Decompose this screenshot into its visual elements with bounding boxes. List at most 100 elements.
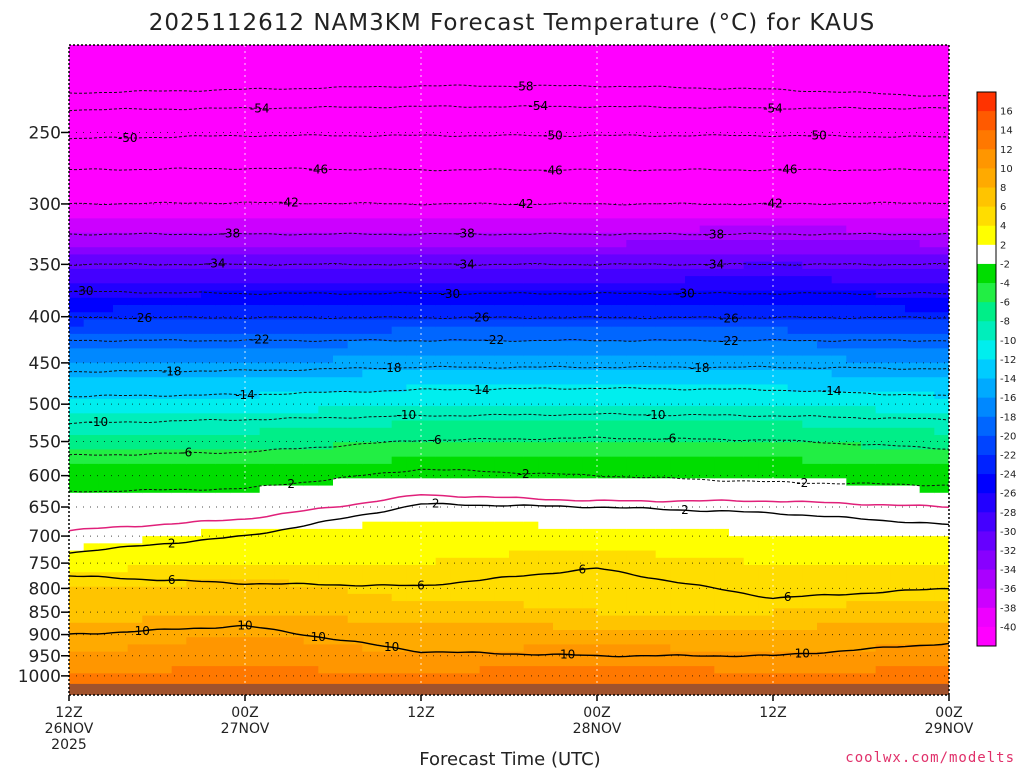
temperature-cell (245, 565, 261, 581)
temperature-cell (831, 319, 847, 335)
colorbar-swatch (977, 378, 996, 399)
temperature-cell (245, 348, 261, 364)
temperature-cell (802, 333, 818, 342)
temperature-cell (479, 622, 495, 653)
temperature-cell (802, 463, 818, 479)
temperature-cell (641, 319, 657, 328)
isotherm-line (69, 412, 949, 425)
temperature-cell (83, 377, 99, 400)
temperature-cell (934, 232, 949, 248)
isotherm-line (69, 365, 949, 373)
colorbar-swatch (977, 149, 996, 169)
temperature-cell (362, 478, 378, 523)
temperature-cell (479, 601, 495, 624)
y-tick-label: 800 (29, 579, 61, 599)
temperature-cell (333, 478, 349, 530)
temperature-cell (831, 427, 847, 443)
temperature-cell (817, 254, 833, 270)
temperature-cell (509, 305, 525, 321)
temperature-cell (274, 565, 290, 581)
temperature-cell (626, 384, 642, 407)
temperature-cell (259, 254, 275, 270)
temperature-cell (919, 319, 935, 335)
temperature-cell (113, 377, 129, 400)
temperature-cell (289, 268, 305, 284)
temperature-cell (245, 377, 261, 400)
temperature-cell (919, 45, 935, 205)
temperature-cell (626, 218, 642, 234)
temperature-cell (655, 456, 671, 479)
temperature-cell (787, 456, 803, 479)
temperature-cell (391, 456, 407, 479)
temperature-cell (157, 435, 173, 451)
temperature-cell (861, 290, 877, 306)
temperature-cell (83, 463, 99, 494)
temperature-cell (773, 326, 789, 342)
temperature-cell (934, 601, 949, 624)
temperature-cell (714, 305, 730, 321)
temperature-cell (289, 45, 305, 205)
temperature-cell (230, 435, 246, 451)
isotherm-line (69, 316, 949, 320)
temperature-cell (347, 377, 363, 393)
temperature-cell (934, 435, 949, 451)
temperature-cell (846, 319, 862, 335)
temperature-cell (699, 45, 715, 205)
temperature-cell (479, 478, 495, 523)
temperature-cell (758, 290, 774, 306)
temperature-cell (377, 463, 393, 479)
temperature-cell (98, 348, 114, 364)
temperature-cell (333, 644, 349, 674)
temperature-cell (333, 463, 349, 479)
temperature-cell (758, 218, 774, 227)
temperature-cell (861, 406, 877, 429)
temperature-cell (758, 319, 774, 328)
temperature-cell (391, 305, 407, 321)
temperature-cell (171, 254, 187, 270)
temperature-cell (245, 232, 261, 248)
temperature-cell (641, 232, 657, 241)
temperature-cell (347, 593, 363, 624)
temperature-cell (259, 413, 275, 429)
temperature-cell (509, 218, 525, 234)
temperature-cell (582, 247, 598, 256)
temperature-cell (274, 305, 290, 321)
contour-label: 10 (135, 624, 150, 638)
temperature-cell (846, 377, 862, 393)
temperature-cell (259, 290, 275, 306)
temperature-cell (670, 341, 686, 357)
colorbar-label: 6 (1000, 202, 1006, 213)
temperature-cell (289, 290, 305, 306)
temperature-cell (538, 370, 554, 386)
credit-text[interactable]: coolwx.com/modelts (845, 750, 1015, 766)
temperature-cell (846, 45, 862, 205)
temperature-cell (934, 218, 949, 234)
temperature-cell (509, 319, 525, 328)
temperature-cell (289, 348, 305, 364)
temperature-cell (421, 305, 437, 321)
temperature-cell (494, 622, 510, 653)
contour-label: -10 (646, 408, 666, 422)
temperature-cell (831, 283, 847, 292)
temperature-cell (626, 341, 642, 357)
temperature-cell (685, 442, 701, 458)
temperature-cell (743, 240, 759, 256)
temperature-cell (435, 384, 451, 407)
temperature-cell (157, 377, 173, 400)
temperature-cell (494, 601, 510, 624)
temperature-cell (655, 370, 671, 386)
temperature-cell (802, 218, 818, 227)
temperature-cell (773, 478, 789, 537)
temperature-cell (743, 341, 759, 357)
temperature-cell (421, 651, 437, 674)
colorbar-label: -12 (1000, 355, 1016, 366)
temperature-cell (450, 370, 466, 386)
x-tick-label: 12Z (55, 705, 82, 721)
temperature-cell (611, 355, 627, 371)
temperature-cell (215, 290, 231, 306)
colorbar-label: -10 (1000, 336, 1016, 347)
temperature-cell (523, 232, 539, 248)
temperature-cell (113, 572, 129, 588)
temperature-cell (597, 283, 613, 292)
temperature-cell (289, 449, 305, 465)
